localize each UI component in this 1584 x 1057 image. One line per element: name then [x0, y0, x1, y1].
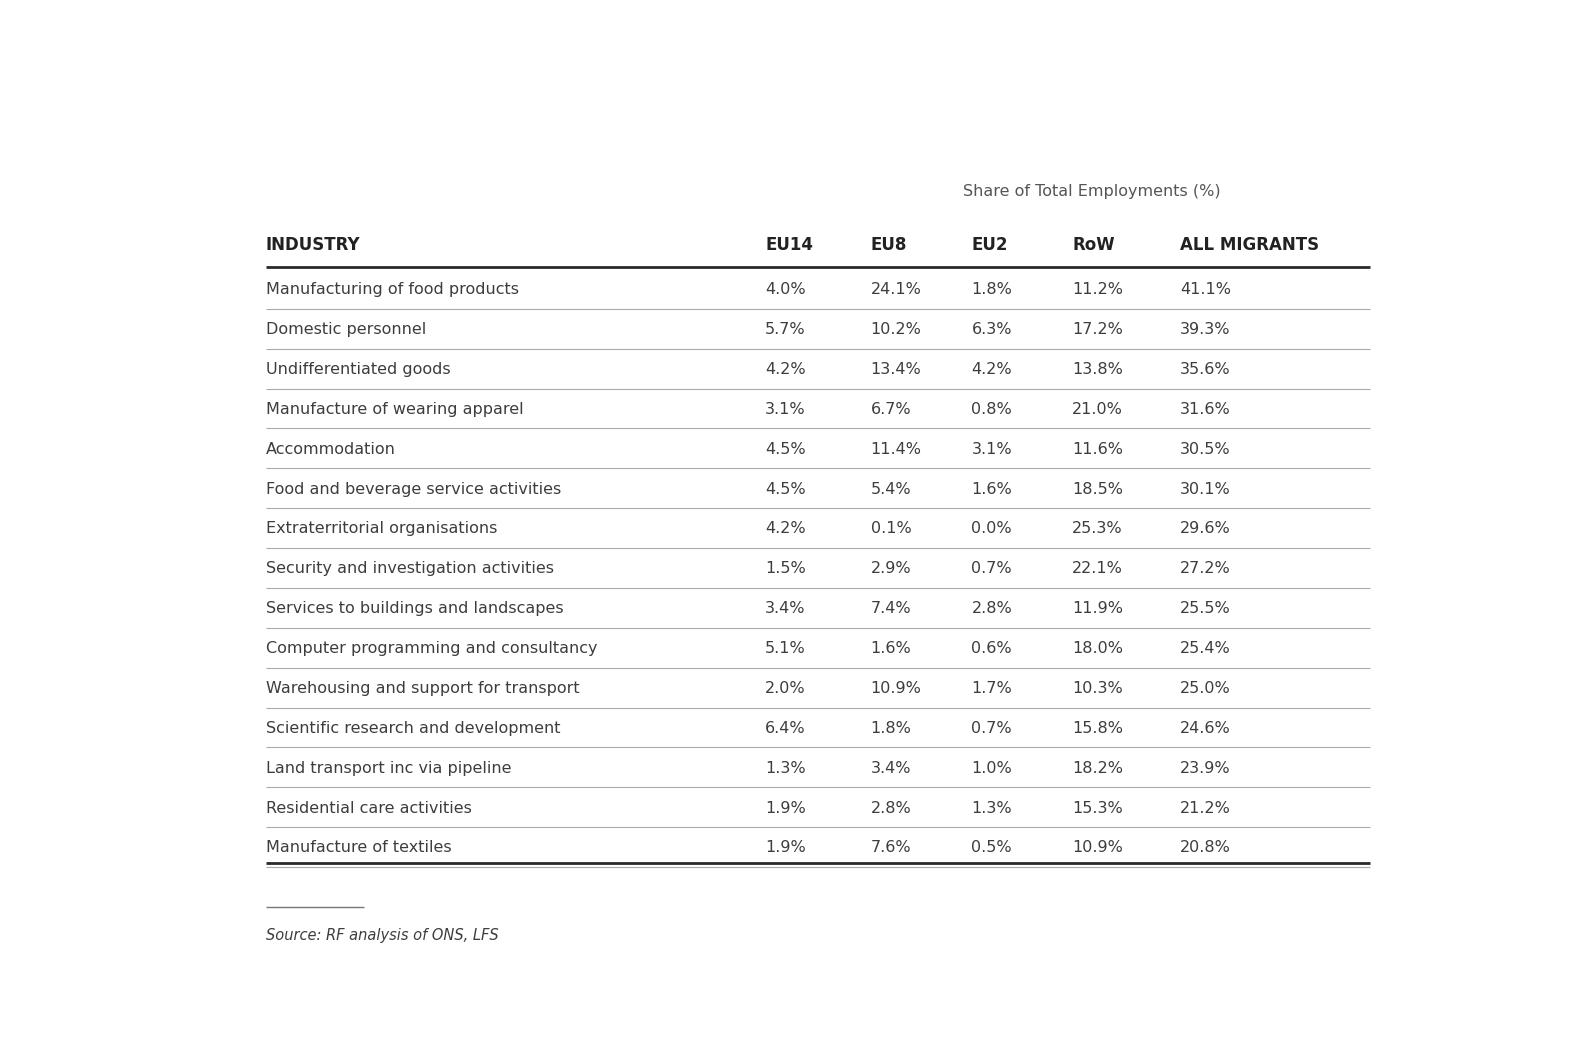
- Text: 31.6%: 31.6%: [1180, 402, 1231, 416]
- Text: 1.3%: 1.3%: [971, 800, 1012, 816]
- Text: 0.0%: 0.0%: [971, 521, 1012, 536]
- Text: Food and beverage service activities: Food and beverage service activities: [266, 482, 561, 497]
- Text: 1.8%: 1.8%: [871, 721, 912, 736]
- Text: 1.7%: 1.7%: [971, 681, 1012, 696]
- Text: 41.1%: 41.1%: [1180, 282, 1231, 297]
- Text: Residential care activities: Residential care activities: [266, 800, 472, 816]
- Text: 1.5%: 1.5%: [765, 561, 806, 576]
- Text: Extraterritorial organisations: Extraterritorial organisations: [266, 521, 497, 536]
- Text: 3.1%: 3.1%: [765, 402, 806, 416]
- Text: 25.4%: 25.4%: [1180, 641, 1231, 656]
- Text: 11.6%: 11.6%: [1072, 442, 1123, 457]
- Text: 11.9%: 11.9%: [1072, 601, 1123, 616]
- Text: 1.6%: 1.6%: [971, 482, 1012, 497]
- Text: 13.8%: 13.8%: [1072, 361, 1123, 377]
- Text: 5.4%: 5.4%: [871, 482, 911, 497]
- Text: 10.9%: 10.9%: [871, 681, 922, 696]
- Text: EU8: EU8: [871, 236, 908, 254]
- Text: 21.2%: 21.2%: [1180, 800, 1231, 816]
- Text: 25.5%: 25.5%: [1180, 601, 1231, 616]
- Text: 5.1%: 5.1%: [765, 641, 806, 656]
- Text: 20.8%: 20.8%: [1180, 840, 1231, 855]
- Text: 4.2%: 4.2%: [765, 361, 806, 377]
- Text: 10.9%: 10.9%: [1072, 840, 1123, 855]
- Text: 25.3%: 25.3%: [1072, 521, 1123, 536]
- Text: 39.3%: 39.3%: [1180, 322, 1231, 337]
- Text: 7.6%: 7.6%: [871, 840, 911, 855]
- Text: ALL MIGRANTS: ALL MIGRANTS: [1180, 236, 1319, 254]
- Text: 10.2%: 10.2%: [871, 322, 922, 337]
- Text: 27.2%: 27.2%: [1180, 561, 1231, 576]
- Text: Computer programming and consultancy: Computer programming and consultancy: [266, 641, 597, 656]
- Text: 2.0%: 2.0%: [765, 681, 806, 696]
- Text: Manufacture of textiles: Manufacture of textiles: [266, 840, 451, 855]
- Text: 4.5%: 4.5%: [765, 442, 806, 457]
- Text: 1.0%: 1.0%: [971, 761, 1012, 776]
- Text: Manufacturing of food products: Manufacturing of food products: [266, 282, 518, 297]
- Text: 11.2%: 11.2%: [1072, 282, 1123, 297]
- Text: RoW: RoW: [1072, 236, 1115, 254]
- Text: 35.6%: 35.6%: [1180, 361, 1231, 377]
- Text: 0.7%: 0.7%: [971, 561, 1012, 576]
- Text: 17.2%: 17.2%: [1072, 322, 1123, 337]
- Text: 6.4%: 6.4%: [765, 721, 806, 736]
- Text: 6.7%: 6.7%: [871, 402, 911, 416]
- Text: 29.6%: 29.6%: [1180, 521, 1231, 536]
- Text: 5.7%: 5.7%: [765, 322, 806, 337]
- Text: 30.1%: 30.1%: [1180, 482, 1231, 497]
- Text: 1.8%: 1.8%: [971, 282, 1012, 297]
- Text: Scientific research and development: Scientific research and development: [266, 721, 561, 736]
- Text: 0.8%: 0.8%: [971, 402, 1012, 416]
- Text: 4.0%: 4.0%: [765, 282, 806, 297]
- Text: Warehousing and support for transport: Warehousing and support for transport: [266, 681, 580, 696]
- Text: EU2: EU2: [971, 236, 1007, 254]
- Text: 23.9%: 23.9%: [1180, 761, 1231, 776]
- Text: 3.1%: 3.1%: [971, 442, 1012, 457]
- Text: 30.5%: 30.5%: [1180, 442, 1231, 457]
- Text: 0.1%: 0.1%: [871, 521, 911, 536]
- Text: 18.2%: 18.2%: [1072, 761, 1123, 776]
- Text: INDUSTRY: INDUSTRY: [266, 236, 360, 254]
- Text: 3.4%: 3.4%: [765, 601, 806, 616]
- Text: 18.0%: 18.0%: [1072, 641, 1123, 656]
- Text: Services to buildings and landscapes: Services to buildings and landscapes: [266, 601, 564, 616]
- Text: EU14: EU14: [765, 236, 813, 254]
- Text: Accommodation: Accommodation: [266, 442, 396, 457]
- Text: 4.2%: 4.2%: [765, 521, 806, 536]
- Text: 11.4%: 11.4%: [871, 442, 922, 457]
- Text: 7.4%: 7.4%: [871, 601, 911, 616]
- Text: 2.9%: 2.9%: [871, 561, 911, 576]
- Text: 0.7%: 0.7%: [971, 721, 1012, 736]
- Text: 1.9%: 1.9%: [765, 800, 806, 816]
- Text: 15.3%: 15.3%: [1072, 800, 1123, 816]
- Text: 1.9%: 1.9%: [765, 840, 806, 855]
- Text: 15.8%: 15.8%: [1072, 721, 1123, 736]
- Text: Domestic personnel: Domestic personnel: [266, 322, 426, 337]
- Text: Manufacture of wearing apparel: Manufacture of wearing apparel: [266, 402, 523, 416]
- Text: 18.5%: 18.5%: [1072, 482, 1123, 497]
- Text: 22.1%: 22.1%: [1072, 561, 1123, 576]
- Text: 6.3%: 6.3%: [971, 322, 1012, 337]
- Text: 13.4%: 13.4%: [871, 361, 922, 377]
- Text: 4.2%: 4.2%: [971, 361, 1012, 377]
- Text: 2.8%: 2.8%: [871, 800, 911, 816]
- Text: 24.1%: 24.1%: [871, 282, 922, 297]
- Text: Security and investigation activities: Security and investigation activities: [266, 561, 553, 576]
- Text: 2.8%: 2.8%: [971, 601, 1012, 616]
- Text: 25.0%: 25.0%: [1180, 681, 1231, 696]
- Text: 0.5%: 0.5%: [971, 840, 1012, 855]
- Text: 1.3%: 1.3%: [765, 761, 806, 776]
- Text: 10.3%: 10.3%: [1072, 681, 1123, 696]
- Text: 21.0%: 21.0%: [1072, 402, 1123, 416]
- Text: Share of Total Employments (%): Share of Total Employments (%): [963, 185, 1221, 200]
- Text: 0.6%: 0.6%: [971, 641, 1012, 656]
- Text: Source: RF analysis of ONS, LFS: Source: RF analysis of ONS, LFS: [266, 928, 497, 943]
- Text: Undifferentiated goods: Undifferentiated goods: [266, 361, 450, 377]
- Text: 1.6%: 1.6%: [871, 641, 911, 656]
- Text: Land transport inc via pipeline: Land transport inc via pipeline: [266, 761, 512, 776]
- Text: 4.5%: 4.5%: [765, 482, 806, 497]
- Text: 3.4%: 3.4%: [871, 761, 911, 776]
- Text: 24.6%: 24.6%: [1180, 721, 1231, 736]
